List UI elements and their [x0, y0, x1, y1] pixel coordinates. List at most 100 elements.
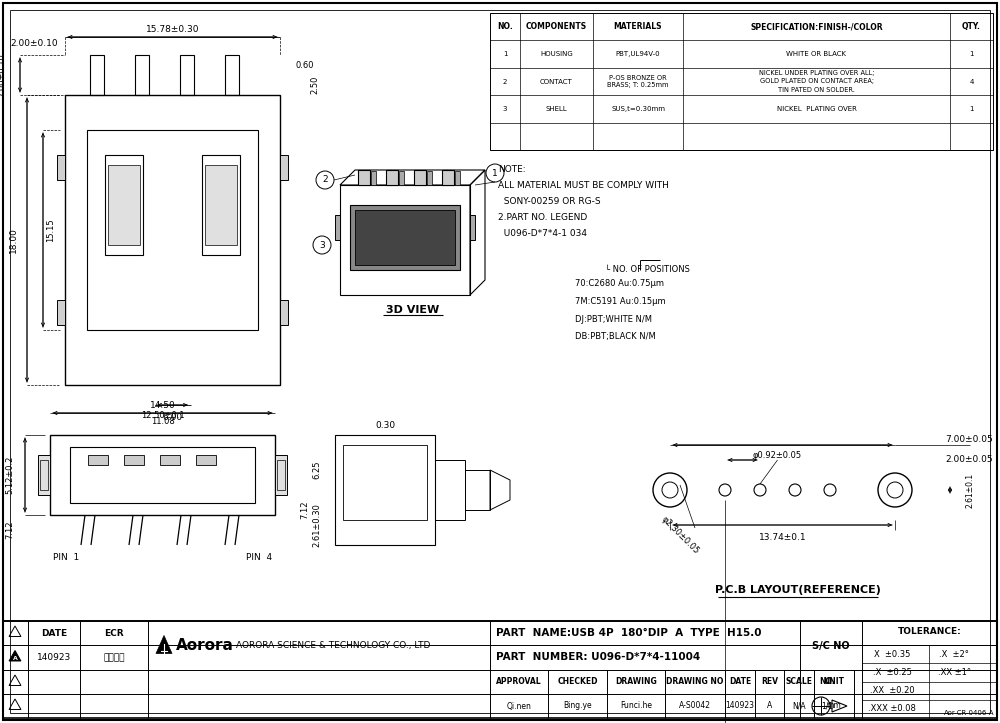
Text: φ2.30±0.05: φ2.30±0.05 [659, 514, 701, 555]
Text: P.C.B LAYOUT(REFERENCE): P.C.B LAYOUT(REFERENCE) [715, 585, 880, 595]
Text: 2.00±0.05: 2.00±0.05 [945, 455, 993, 464]
Text: 2.50: 2.50 [310, 76, 320, 94]
Text: .X  ±2°: .X ±2° [939, 650, 969, 659]
Bar [343, 445, 427, 520]
Bar [105, 155, 143, 255]
Bar [135, 55, 149, 95]
Text: 2.61±0.30: 2.61±0.30 [312, 503, 322, 547]
Bar [3, 621, 997, 718]
Text: Bing.ye: Bing.ye [563, 701, 592, 711]
Bar [225, 55, 239, 95]
Bar [40, 460, 48, 490]
Text: DB:PBT;BLACK N/M: DB:PBT;BLACK N/M [575, 333, 656, 341]
Text: SPECIFICATION:FINISH-/COLOR: SPECIFICATION:FINISH-/COLOR [750, 22, 883, 31]
Text: ALL MATERIAL MUST BE COMPLY WITH: ALL MATERIAL MUST BE COMPLY WITH [498, 181, 669, 190]
Text: PBT,UL94V-0: PBT,UL94V-0 [616, 51, 660, 57]
Bar [470, 215, 475, 240]
Text: U096-D*7*4-1 034: U096-D*7*4-1 034 [498, 229, 587, 238]
Bar [57, 155, 65, 180]
Text: ECR: ECR [104, 628, 124, 638]
Text: DATE: DATE [41, 628, 67, 638]
Text: NO.: NO. [819, 677, 835, 687]
Text: 1: 1 [969, 106, 974, 112]
Bar [275, 455, 287, 495]
Bar [350, 205, 460, 270]
Text: 14.50: 14.50 [150, 401, 175, 409]
Text: DRAWING NO: DRAWING NO [666, 677, 724, 687]
Text: QTY.: QTY. [962, 22, 981, 31]
Text: MATERIALS: MATERIALS [614, 22, 662, 31]
Bar [205, 165, 237, 245]
Text: 2.00±0.10: 2.00±0.10 [10, 38, 58, 48]
Text: 140923: 140923 [726, 701, 755, 711]
Bar [280, 155, 288, 180]
Bar [399, 171, 404, 185]
Text: NICKEL  PLATING OVER: NICKEL PLATING OVER [777, 106, 856, 112]
Text: REV: REV [761, 677, 778, 687]
Bar [455, 171, 460, 185]
Bar [88, 455, 108, 465]
Text: APPROVAL: APPROVAL [496, 677, 542, 687]
Text: NICKEL UNDER PLATING OVER ALL;: NICKEL UNDER PLATING OVER ALL; [759, 71, 874, 77]
Text: WHITE OR BLACK: WHITE OR BLACK [786, 51, 846, 57]
Bar [442, 170, 454, 185]
Text: PART  NUMBER: U096-D*7*4-11004: PART NUMBER: U096-D*7*4-11004 [496, 652, 700, 662]
Text: .XX ±1°: .XX ±1° [938, 668, 970, 677]
Bar [490, 13, 993, 150]
Bar [427, 171, 432, 185]
Text: 15.15: 15.15 [46, 218, 56, 241]
Text: 1: 1 [969, 51, 974, 57]
Text: CONTACT: CONTACT [540, 79, 573, 85]
Text: S/C NO: S/C NO [812, 641, 850, 651]
Text: BRASS; T: 0.25mm: BRASS; T: 0.25mm [607, 82, 669, 88]
Text: N/A: N/A [792, 701, 806, 711]
Text: 6.00: 6.00 [162, 413, 183, 422]
Text: 13.74±0.1: 13.74±0.1 [759, 534, 806, 542]
Bar [202, 155, 240, 255]
Text: mm: mm [827, 701, 841, 711]
Bar [87, 130, 258, 330]
Text: SUS,t=0.30mm: SUS,t=0.30mm [611, 106, 665, 112]
Text: 2: 2 [322, 176, 328, 184]
Text: A-S0042: A-S0042 [679, 701, 711, 711]
Text: TOLERANCE:: TOLERANCE: [898, 627, 961, 636]
Text: Aor-CR-0406-A: Aor-CR-0406-A [944, 710, 994, 716]
Text: PIN  1: PIN 1 [53, 552, 79, 562]
Bar [124, 455, 144, 465]
Bar [108, 165, 140, 245]
Text: P-OS BRONZE OR: P-OS BRONZE OR [609, 74, 667, 80]
Bar [355, 210, 455, 265]
Bar [280, 300, 288, 325]
Bar [386, 170, 398, 185]
Text: .XX  ±0.20: .XX ±0.20 [870, 686, 914, 695]
Text: HOUSING: HOUSING [540, 51, 573, 57]
Text: SONY-00259 OR RG-S: SONY-00259 OR RG-S [498, 197, 601, 206]
Bar [180, 55, 194, 95]
Text: 3: 3 [503, 106, 507, 112]
Text: 7.12: 7.12 [300, 501, 310, 519]
Text: 7.00±0.10: 7.00±0.10 [0, 53, 7, 97]
Text: 70:C2680 Au:0.75μm: 70:C2680 Au:0.75μm [575, 278, 664, 288]
Text: CHECKED: CHECKED [557, 677, 598, 687]
Text: PART  NAME:USB 4P  180°DIP  A  TYPE  H15.0: PART NAME:USB 4P 180°DIP A TYPE H15.0 [496, 628, 762, 638]
Text: A: A [767, 701, 772, 711]
Text: SCALE: SCALE [786, 677, 812, 687]
Text: .X  ±0.25: .X ±0.25 [873, 668, 911, 677]
Text: 5.12±0.2: 5.12±0.2 [5, 455, 14, 495]
Text: Funci.he: Funci.he [620, 701, 652, 711]
Text: DRAWING: DRAWING [615, 677, 657, 687]
Bar [371, 171, 376, 185]
Bar [335, 435, 435, 545]
Text: 2: 2 [503, 79, 507, 85]
Text: .XXX ±0.08: .XXX ±0.08 [868, 704, 916, 714]
Text: └ NO. OF POSITIONS: └ NO. OF POSITIONS [605, 265, 690, 275]
Text: Aorora: Aorora [176, 638, 234, 653]
Bar [435, 460, 465, 520]
Text: 7M:C5191 Au:0.15μm: 7M:C5191 Au:0.15μm [575, 296, 666, 306]
Text: 3D VIEW: 3D VIEW [386, 305, 439, 315]
Text: 11.08: 11.08 [151, 417, 174, 427]
Text: 2.61±0.1: 2.61±0.1 [966, 472, 974, 508]
Text: 1: 1 [503, 51, 507, 57]
Text: 6.25: 6.25 [312, 461, 322, 479]
Text: DATE: DATE [729, 677, 751, 687]
